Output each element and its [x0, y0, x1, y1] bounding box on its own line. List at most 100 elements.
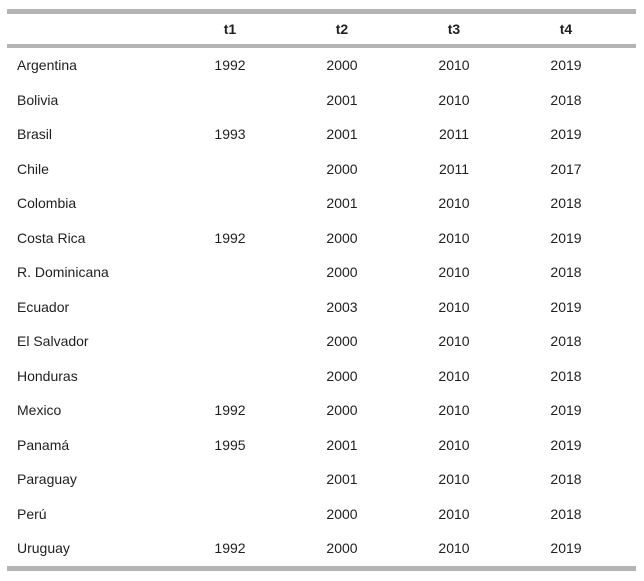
- table-row: Mexico 1992 2000 2010 2019: [7, 393, 636, 428]
- spacer-cell: [622, 255, 636, 290]
- year-cell-t1: 1992: [214, 402, 246, 419]
- year-cell-t2: 2000: [326, 264, 358, 281]
- country-cell: Honduras: [17, 367, 78, 384]
- year-cell-t3: 2011: [438, 160, 470, 177]
- table-row: Costa Rica 1992 2000 2010 2019: [7, 221, 636, 256]
- spacer-cell: [622, 462, 636, 497]
- spacer-cell: [622, 221, 636, 256]
- year-cell-t2: 2000: [326, 505, 358, 522]
- year-cell-t2: 2000: [326, 57, 358, 74]
- year-cell-t1: 1992: [214, 229, 246, 246]
- year-cell-t3: 2010: [438, 540, 470, 557]
- column-header-t1: t1: [174, 11, 286, 48]
- spacer-cell: [622, 46, 636, 83]
- spacer-cell: [622, 152, 636, 187]
- year-cell-t3: 2010: [438, 333, 470, 350]
- year-cell-t2: 2001: [326, 471, 358, 488]
- year-cell-t3: 2010: [438, 298, 470, 315]
- country-cell: Mexico: [17, 402, 62, 419]
- year-cell-t4: 2018: [550, 505, 582, 522]
- country-cell: Bolivia: [17, 91, 59, 108]
- year-cell-t2: 2000: [326, 367, 358, 384]
- year-cell-t3: 2010: [438, 505, 470, 522]
- year-cell-t4: 2019: [550, 402, 582, 419]
- year-cell-t3: 2010: [438, 57, 470, 74]
- year-cell-t4: 2019: [550, 229, 582, 246]
- year-cell-t2: 2001: [326, 91, 358, 108]
- table-row: Bolivia 2001 2010 2018: [7, 83, 636, 118]
- spacer-cell: [622, 117, 636, 152]
- year-cell-t2: 2003: [326, 298, 358, 315]
- year-cell-t4: 2019: [550, 126, 582, 143]
- year-cell-t3: 2010: [438, 436, 470, 453]
- spacer-cell: [622, 290, 636, 325]
- year-cell-t3: 2011: [438, 126, 470, 143]
- country-cell: Uruguay: [17, 540, 70, 557]
- year-cell-t4: 2018: [550, 195, 582, 212]
- year-cell-t1: 1993: [214, 126, 246, 143]
- spacer-cell: [622, 324, 636, 359]
- column-header-t4: t4: [510, 11, 622, 48]
- year-cell-t3: 2010: [438, 402, 470, 419]
- year-cell-t3: 2010: [438, 264, 470, 281]
- country-cell: Paraguay: [17, 471, 77, 488]
- table-row: Argentina 1992 2000 2010 2019: [7, 46, 636, 83]
- country-cell: R. Dominicana: [17, 264, 109, 281]
- year-cell-t1: [174, 186, 286, 221]
- table-row: Chile 2000 2011 2017: [7, 152, 636, 187]
- country-cell: Ecuador: [17, 298, 70, 315]
- table-row: Ecuador 2003 2010 2019: [7, 290, 636, 325]
- year-cell-t1: 1995: [214, 436, 246, 453]
- year-cell-t2: 2001: [326, 436, 358, 453]
- spacer-cell: [622, 83, 636, 118]
- year-cell-t3: 2010: [438, 91, 470, 108]
- country-cell: Argentina: [17, 57, 77, 74]
- year-cell-t1: [174, 462, 286, 497]
- year-cell-t2: 2000: [326, 402, 358, 419]
- year-cell-t3: 2010: [438, 367, 470, 384]
- year-cell-t1: 1992: [214, 57, 246, 74]
- spacer-cell: [622, 497, 636, 532]
- year-cell-t1: [174, 497, 286, 532]
- country-cell: Brasil: [17, 126, 53, 143]
- table-row: R. Dominicana 2000 2010 2018: [7, 255, 636, 290]
- country-cell: Panamá: [17, 436, 70, 453]
- table-row: Honduras 2000 2010 2018: [7, 359, 636, 394]
- country-cell: Colombia: [17, 195, 77, 212]
- table-row: El Salvador 2000 2010 2018: [7, 324, 636, 359]
- year-cell-t1: [174, 83, 286, 118]
- spacer-cell: [622, 359, 636, 394]
- table-row: Panamá 1995 2001 2010 2019: [7, 428, 636, 463]
- table-row: Perú 2000 2010 2018: [7, 497, 636, 532]
- header-row: t1 t2 t3 t4: [7, 11, 636, 48]
- year-cell-t1: [174, 152, 286, 187]
- year-cell-t2: 2000: [326, 333, 358, 350]
- country-years-table: t1 t2 t3 t4 Argentina 1992 2000 2010 201…: [7, 9, 636, 571]
- table-row: Colombia 2001 2010 2018: [7, 186, 636, 221]
- country-cell: El Salvador: [17, 333, 89, 350]
- spacer-cell: [622, 531, 636, 568]
- year-cell-t2: 2000: [326, 229, 358, 246]
- year-cell-t2: 2000: [326, 540, 358, 557]
- year-cell-t1: 1992: [214, 540, 246, 557]
- column-header-t3: t3: [398, 11, 510, 48]
- spacer-cell: [622, 186, 636, 221]
- year-cell-t3: 2010: [438, 195, 470, 212]
- table-row: Brasil 1993 2001 2011 2019: [7, 117, 636, 152]
- country-cell: Chile: [17, 160, 49, 177]
- year-cell-t3: 2010: [438, 471, 470, 488]
- year-cell-t4: 2018: [550, 333, 582, 350]
- year-cell-t4: 2019: [550, 436, 582, 453]
- year-cell-t4: 2017: [550, 160, 582, 177]
- year-cell-t1: [174, 290, 286, 325]
- table-row: Paraguay 2001 2010 2018: [7, 462, 636, 497]
- country-cell: Costa Rica: [17, 229, 86, 246]
- year-cell-t4: 2018: [550, 367, 582, 384]
- year-cell-t2: 2001: [326, 126, 358, 143]
- year-cell-t1: [174, 324, 286, 359]
- year-cell-t4: 2019: [550, 57, 582, 74]
- year-cell-t1: [174, 255, 286, 290]
- country-cell: Perú: [17, 505, 47, 522]
- year-cell-t4: 2018: [550, 471, 582, 488]
